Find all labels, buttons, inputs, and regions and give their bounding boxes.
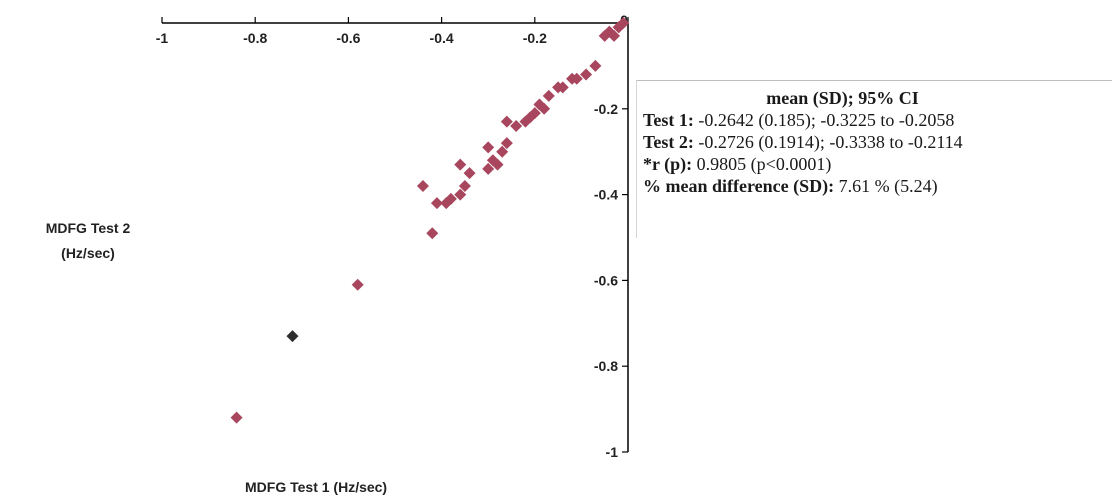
stats-value: 7.61 % (5.24): [834, 176, 938, 196]
x-tick-label: -0.8: [243, 30, 267, 46]
x-tick-label: -1: [156, 30, 169, 46]
data-point: [598, 29, 611, 42]
data-point: [542, 89, 555, 102]
stats-row-test1: Test 1: -0.2642 (0.185); -0.3225 to -0.2…: [643, 109, 1112, 131]
data-point: [570, 72, 583, 85]
highlighted-data-point: [286, 330, 299, 343]
data-point: [538, 102, 551, 115]
data-point: [580, 68, 593, 81]
data-point: [510, 119, 523, 132]
stats-row-test2: Test 2: -0.2726 (0.1914); -0.3338 to -0.…: [643, 131, 1112, 153]
stats-label: Test 2:: [643, 132, 694, 152]
y-tick-label: -0.8: [594, 358, 618, 374]
x-tick-label: -0.2: [523, 30, 547, 46]
data-point: [528, 107, 541, 120]
data-point: [496, 145, 509, 158]
x-tick-label: -0.4: [430, 30, 454, 46]
data-point: [444, 192, 457, 205]
chart-points: [230, 17, 630, 424]
data-point: [608, 29, 621, 42]
data-point: [556, 81, 569, 94]
data-point: [454, 188, 467, 201]
data-point: [500, 137, 513, 150]
data-point: [482, 162, 495, 175]
stats-value: 0.9805 (p<0.0001): [692, 154, 832, 174]
chart-ticks: [161, 17, 629, 453]
stats-label: *r (p):: [643, 154, 693, 174]
data-point: [351, 278, 364, 291]
stats-heading: mean (SD); 95% CI: [766, 88, 919, 108]
data-point: [458, 180, 471, 193]
data-point: [426, 227, 439, 240]
stats-row-mean-difference: % mean difference (SD): 7.61 % (5.24): [643, 175, 1112, 197]
data-point: [500, 115, 513, 128]
data-point: [430, 197, 443, 210]
stats-label: % mean difference (SD):: [643, 176, 835, 196]
data-point: [603, 25, 616, 38]
data-point: [612, 21, 625, 34]
y-tick-label: -0.2: [594, 101, 618, 117]
stats-value: -0.2642 (0.185); -0.3225 to -0.2058: [693, 110, 955, 130]
data-point: [482, 141, 495, 154]
y-tick-label: -1: [606, 444, 619, 460]
y-axis-label-line-1: MDFG Test 2: [46, 220, 131, 236]
chart-tick-labels: -1-0.8-0.6-0.4-0.20-0.2-0.4-0.6-0.8-1: [156, 12, 628, 460]
y-axis-label-line-2: (Hz/sec): [61, 245, 115, 261]
data-point: [230, 411, 243, 424]
data-point: [463, 167, 476, 180]
data-point: [589, 59, 602, 72]
stats-row-correlation: *r (p): 0.9805 (p<0.0001): [643, 153, 1112, 175]
x-tick-label: -0.6: [336, 30, 360, 46]
y-tick-label: -0.4: [594, 187, 618, 203]
chart-axes: [162, 22, 629, 452]
data-point: [454, 158, 467, 171]
stats-value: -0.2726 (0.1914); -0.3338 to -0.2114: [693, 132, 963, 152]
data-point: [491, 158, 504, 171]
stats-label: Test 1:: [643, 110, 694, 130]
x-axis-label: MDFG Test 1 (Hz/sec): [245, 479, 387, 495]
y-tick-label: -0.6: [594, 272, 618, 288]
stats-annotation-box: mean (SD); 95% CI Test 1: -0.2642 (0.185…: [636, 80, 1112, 238]
data-point: [416, 180, 429, 193]
